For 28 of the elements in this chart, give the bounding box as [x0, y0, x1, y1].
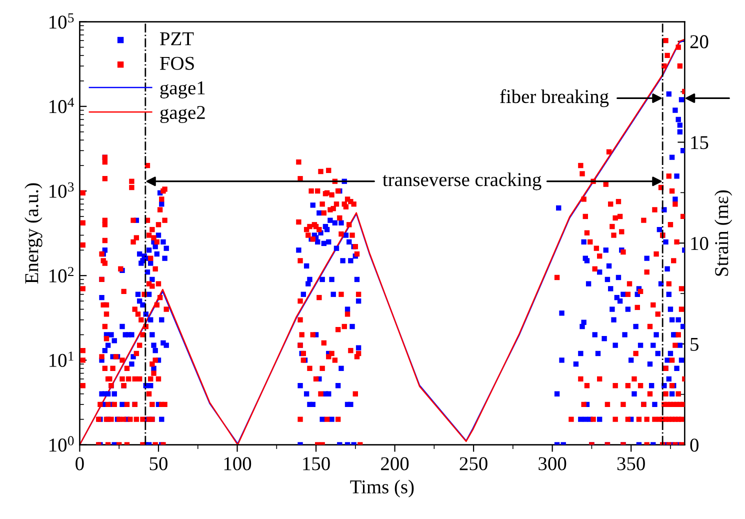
- y2-tick-label: 0: [690, 438, 698, 452]
- x-tick-label: 100: [224, 457, 252, 470]
- x-tick-label: 250: [460, 457, 488, 470]
- legend-label: FOS: [160, 56, 194, 70]
- y2-axis-title: Strain (mε): [714, 190, 732, 276]
- y-tick-label: 10$^{2}$: [50, 266, 74, 282]
- annotation: fiber breaking: [500, 89, 609, 108]
- x-tick-label: 300: [538, 457, 566, 470]
- y-tick-label: 10$^{3}$: [50, 182, 74, 198]
- y-tick-label: 10$^{1}$: [50, 352, 74, 367]
- x-axis-title: Tims (s): [350, 480, 414, 498]
- y2-tick-label: 10: [691, 236, 708, 250]
- legend-label: gage2: [160, 106, 205, 124]
- x-tick-label: 50: [150, 457, 168, 470]
- x-tick-label: 0: [76, 457, 84, 470]
- x-tick-label: 150: [303, 457, 330, 470]
- x-tick-label: 350: [617, 457, 645, 470]
- y-axis-title: Energy (a.u.): [24, 183, 42, 284]
- annotation: transeverse cracking: [382, 172, 542, 190]
- y-tick-label: 10$^{5}$: [50, 13, 74, 29]
- y2-tick-label: 15: [691, 136, 708, 150]
- legend-label: PZT: [160, 32, 194, 46]
- y2-tick-label: 20: [690, 35, 708, 48]
- legend-label: gage1: [160, 81, 205, 98]
- x-tick-label: 200: [381, 457, 409, 470]
- y-tick-label: 10$^{0}$: [50, 436, 74, 452]
- y-tick-label: 10$^{4}$: [50, 98, 74, 114]
- y2-tick-label: 5: [690, 338, 698, 351]
